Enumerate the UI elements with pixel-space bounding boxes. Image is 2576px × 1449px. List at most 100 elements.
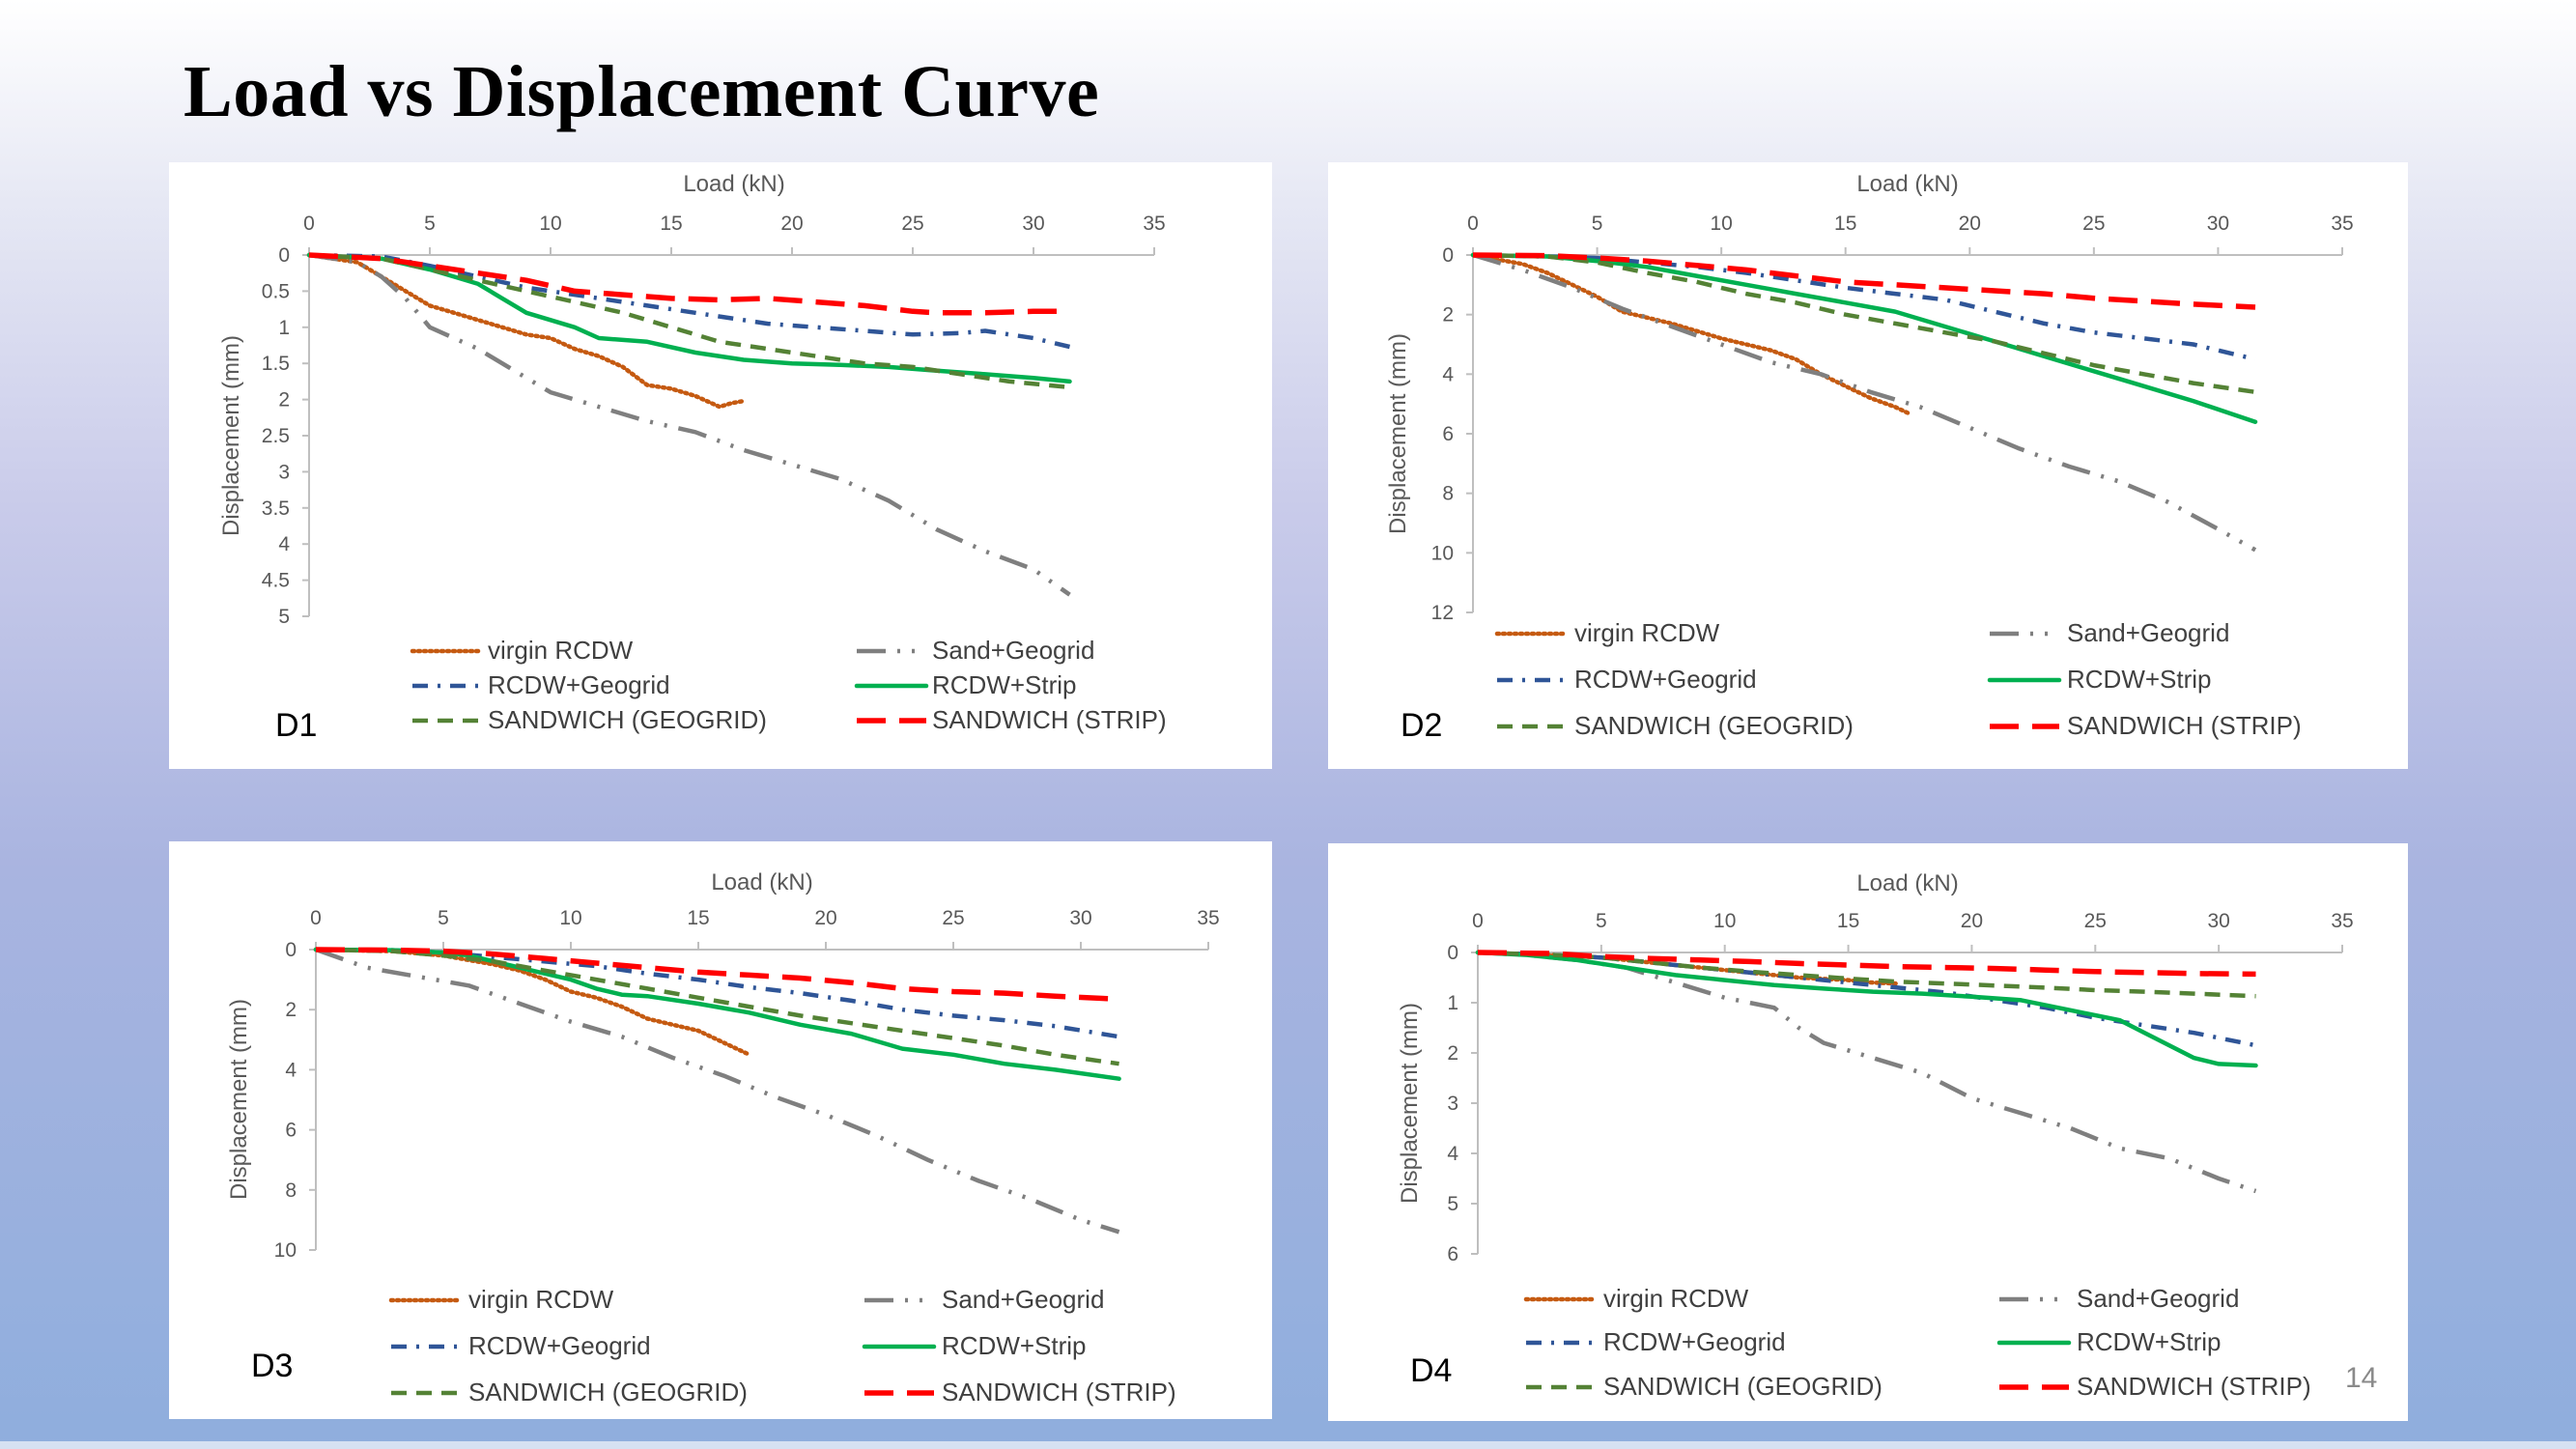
legend-label-2: Sand+Geogrid: [932, 636, 1094, 665]
legend-label-1: virgin RCDW: [1603, 1284, 1749, 1313]
y-tick-label: 4.5: [262, 570, 290, 592]
chart-panel-d2: Load (kN) Displacement (mm) 0 5 10 15 20 25 30 35…: [1328, 162, 2408, 769]
legend-label-2: Sand+Geogrid: [2077, 1284, 2239, 1313]
panel-label: D3: [251, 1348, 293, 1384]
x-tick-label: 35: [2331, 910, 2353, 932]
x-tick-label: 0: [1472, 910, 1484, 932]
y-tick-label: 8: [285, 1179, 297, 1202]
x-tick-label: 25: [901, 213, 923, 235]
x-tick-label: 20: [1961, 910, 1983, 932]
y-tick-label: 2: [285, 999, 297, 1021]
legend-label-2: Sand+Geogrid: [2067, 618, 2229, 647]
x-axis-title: Load (kN): [683, 171, 784, 197]
legend-label-5: SANDWICH (GEOGRID): [1574, 711, 1854, 740]
y-tick-label: 8: [1442, 483, 1454, 505]
x-tick-label: 10: [539, 213, 561, 235]
legend-label-5: SANDWICH (GEOGRID): [1603, 1372, 1882, 1401]
legend-label-3: RCDW+Geogrid: [1574, 665, 1757, 694]
legend-label-4: RCDW+Strip: [2067, 665, 2212, 694]
x-tick-label: 15: [687, 907, 709, 929]
chart-d4: Load (kN)Displacement (mm)0 5 10 15 20 25 30 35…: [1397, 870, 2354, 1401]
x-tick-label: 0: [303, 213, 315, 235]
y-tick-label: 2: [278, 389, 290, 412]
x-tick-label: 10: [1710, 213, 1732, 235]
series-line-1: [1470, 252, 1911, 415]
legend-label-6: SANDWICH (STRIP): [2067, 711, 2302, 740]
page-number: 14: [2345, 1362, 2378, 1394]
y-tick-label: 5: [278, 606, 290, 628]
y-axis-title: Displacement (mm): [226, 999, 252, 1200]
y-tick-label: 1: [1447, 992, 1458, 1014]
y-tick-label: 0.5: [262, 280, 290, 302]
x-tick-label: 20: [780, 213, 803, 235]
y-tick-label: 4: [1447, 1143, 1458, 1165]
y-tick-label: 12: [1431, 602, 1454, 624]
x-tick-label: 35: [2331, 213, 2353, 235]
y-tick-label: 1.5: [262, 353, 290, 375]
x-tick-label: 5: [424, 213, 436, 235]
legend-label-3: RCDW+Geogrid: [468, 1331, 651, 1360]
x-tick-label: 10: [559, 907, 581, 929]
legend-label-5: SANDWICH (GEOGRID): [488, 705, 767, 734]
x-tick-label: 30: [2207, 910, 2229, 932]
y-tick-label: 0: [285, 939, 297, 961]
legend-label-3: RCDW+Geogrid: [1603, 1327, 1786, 1356]
panel-label: D1: [275, 707, 317, 744]
x-tick-label: 15: [1837, 910, 1859, 932]
chart-d3: Load (kN)Displacement (mm)0 5 10 15 20 25 30 35…: [226, 869, 1220, 1406]
y-tick-label: 2.5: [262, 425, 290, 447]
x-tick-label: 0: [310, 907, 322, 929]
panel-label: D2: [1401, 707, 1442, 744]
legend-label-6: SANDWICH (STRIP): [942, 1378, 1176, 1406]
legend-label-4: RCDW+Strip: [2077, 1327, 2222, 1356]
chart-panel-d3: Load (kN) Displacement (mm) 0 5 10 15 20 25 30 35…: [169, 841, 1272, 1419]
y-tick-label: 4: [278, 533, 290, 555]
y-tick-label: 0: [1442, 244, 1454, 267]
x-tick-label: 35: [1197, 907, 1219, 929]
y-tick-label: 6: [285, 1120, 297, 1142]
y-tick-label: 0: [1447, 942, 1458, 964]
series-line-5: [308, 252, 1070, 390]
x-tick-label: 25: [942, 907, 964, 929]
legend-label-2: Sand+Geogrid: [942, 1285, 1104, 1314]
y-tick-label: 6: [1442, 423, 1454, 445]
x-tick-label: 5: [1596, 910, 1607, 932]
y-axis-title: Displacement (mm): [218, 335, 244, 536]
x-tick-label: 30: [1022, 213, 1044, 235]
x-tick-label: 5: [438, 907, 449, 929]
x-tick-label: 35: [1143, 213, 1165, 235]
series-line-6: [1477, 950, 2256, 978]
y-tick-label: 0: [278, 244, 290, 267]
legend-label-4: RCDW+Strip: [932, 670, 1077, 699]
legend-label-6: SANDWICH (STRIP): [2077, 1372, 2311, 1401]
x-tick-label: 15: [1834, 213, 1856, 235]
series-line-2: [1472, 252, 2257, 553]
page-title: Load vs Displacement Curve: [184, 51, 1100, 132]
legend-label-4: RCDW+Strip: [942, 1331, 1087, 1360]
chart-panel-d4: Load (kN) Displacement (mm) 0 5 10 15 20 25 30 35…: [1328, 843, 2408, 1421]
y-axis-title: Displacement (mm): [1385, 333, 1411, 534]
x-axis-title: Load (kN): [711, 869, 812, 895]
series-line-2: [315, 947, 1120, 1235]
x-axis-title: Load (kN): [1856, 870, 1958, 896]
x-tick-label: 10: [1713, 910, 1736, 932]
x-tick-label: 20: [1959, 213, 1981, 235]
legend-label-1: virgin RCDW: [1574, 618, 1720, 647]
y-tick-label: 4: [285, 1059, 297, 1081]
series-line-4: [1475, 950, 2258, 1068]
series-line-5: [1472, 252, 2256, 395]
y-tick-label: 2: [1447, 1042, 1458, 1065]
y-tick-label: 6: [1447, 1243, 1458, 1265]
legend-label-1: virgin RCDW: [488, 636, 634, 665]
series-line-2: [308, 252, 1071, 597]
y-axis-title: Displacement (mm): [1397, 1003, 1423, 1204]
y-tick-label: 3: [1447, 1093, 1458, 1115]
x-tick-label: 15: [660, 213, 682, 235]
series-line-5: [315, 947, 1119, 1066]
series-line-3: [1472, 252, 2256, 362]
series-line-4: [1470, 252, 2258, 424]
panel-label: D4: [1410, 1352, 1452, 1389]
x-tick-label: 20: [814, 907, 836, 929]
x-tick-label: 30: [1069, 907, 1091, 929]
y-tick-label: 10: [1431, 542, 1454, 564]
